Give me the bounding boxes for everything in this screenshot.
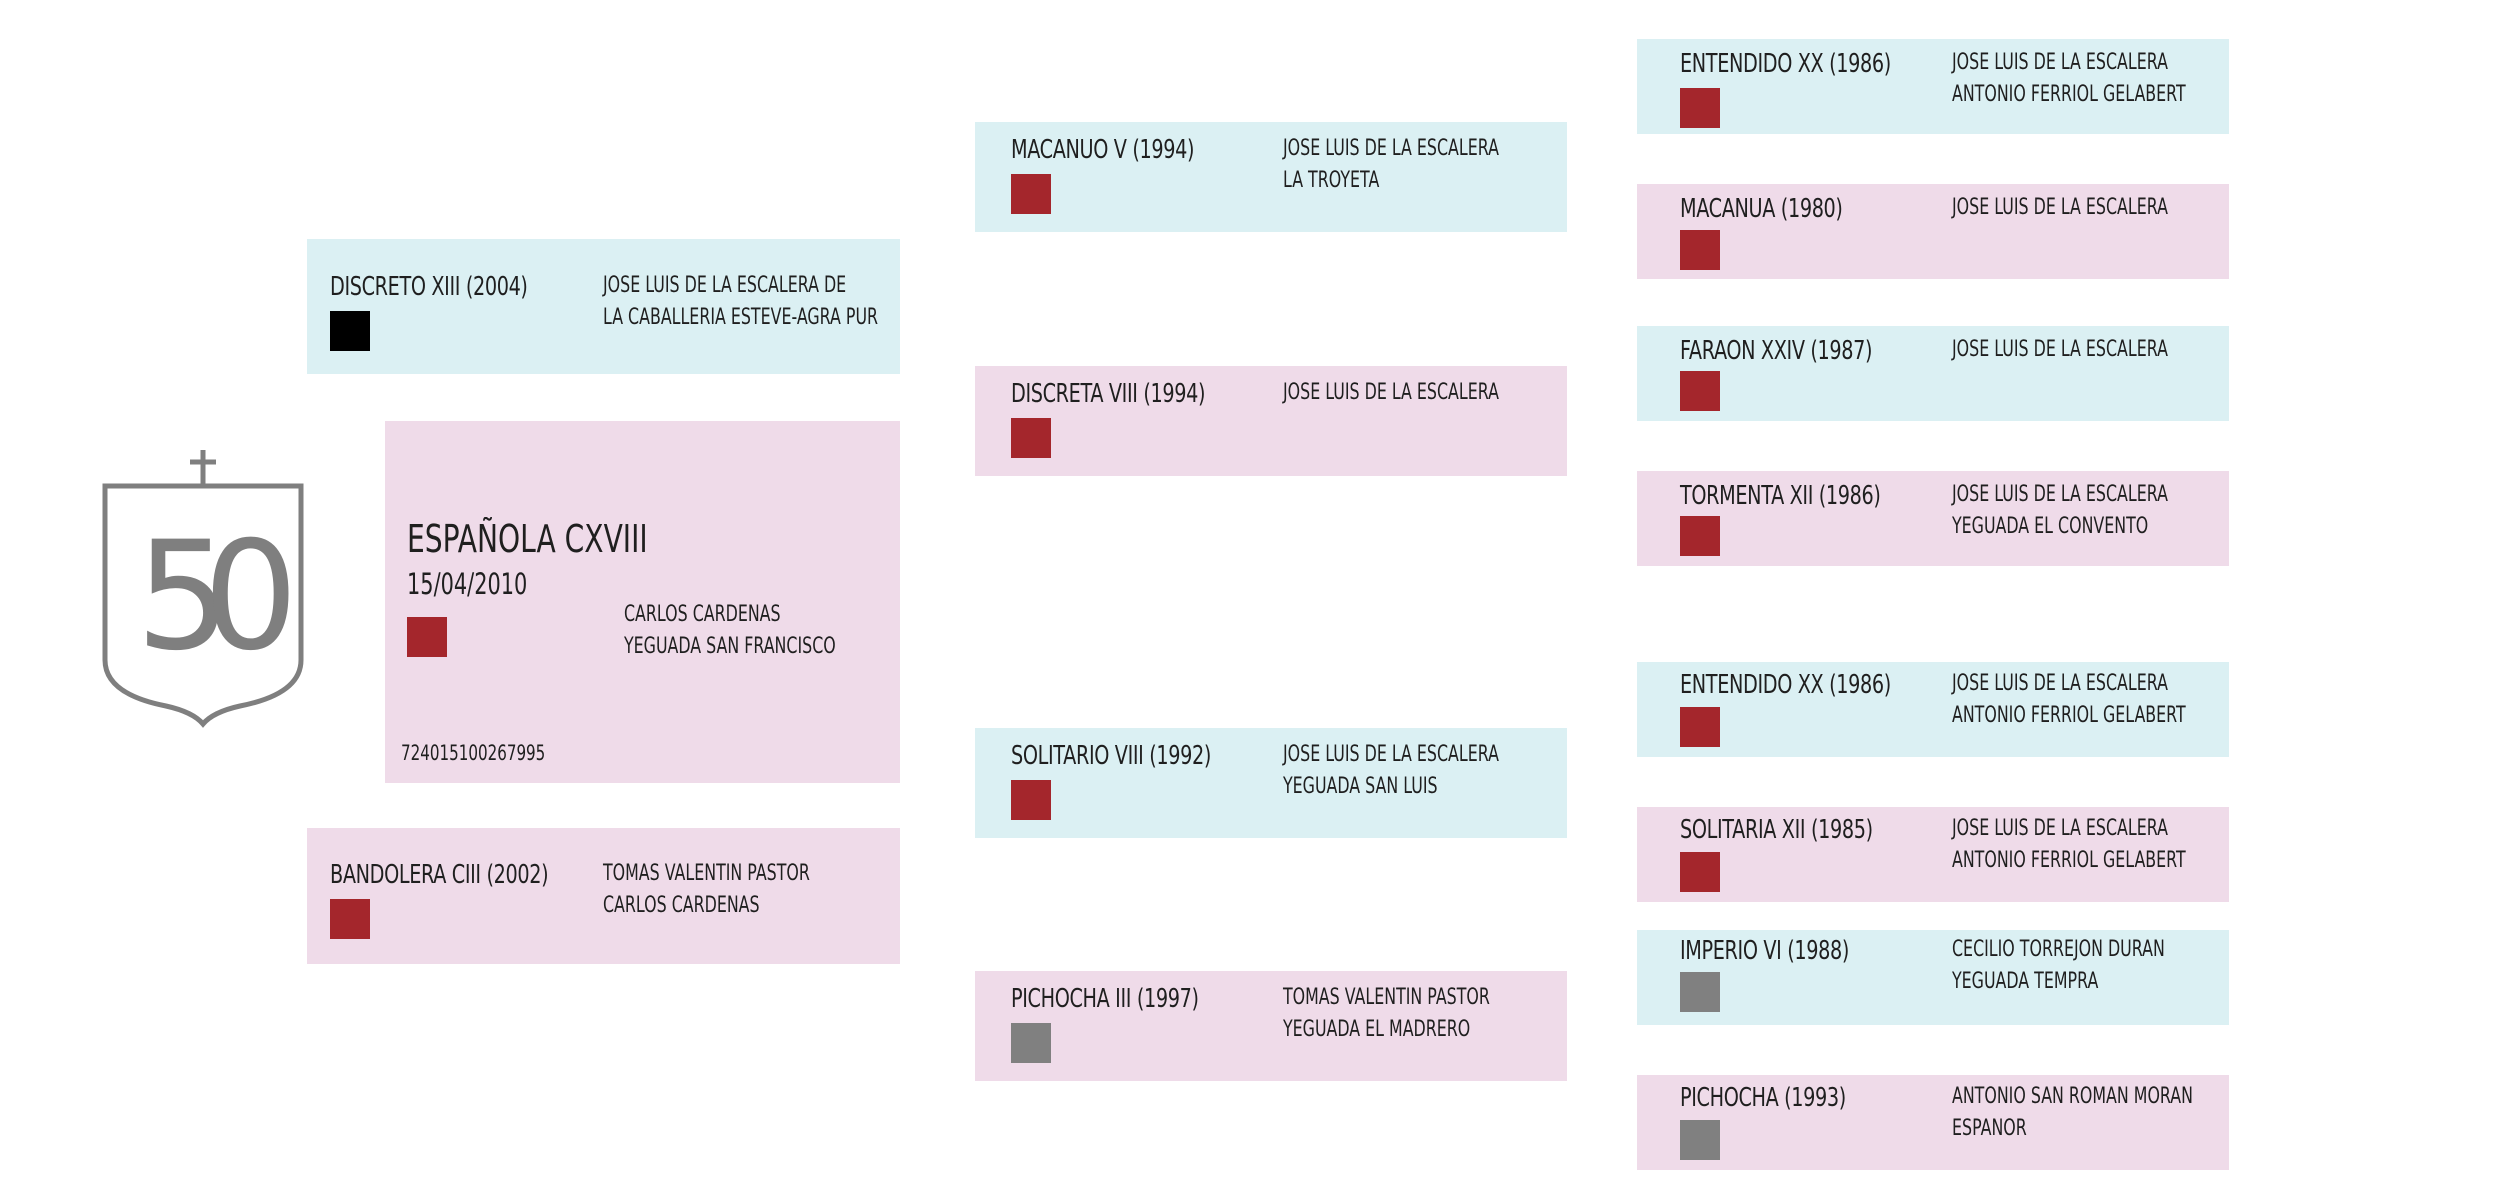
owner-line: CARLOS CARDENAS — [624, 602, 781, 627]
owners: TOMAS VALENTIN PASTOR CARLOS CARDENAS — [603, 858, 810, 922]
owners: JOSE LUIS DE LA ESCALERA ANTONIO FERRIOL… — [1952, 668, 2186, 732]
great-grandparent-card[interactable]: PICHOCHA (1993) ANTONIO SAN ROMAN MORAN … — [1637, 1075, 2229, 1170]
coat-color-swatch — [1680, 88, 1720, 128]
coat-color-swatch — [1680, 230, 1720, 270]
owner-line: LA CABALLERIA ESTEVE-AGRA PUR — [603, 305, 879, 330]
coat-color-swatch — [1011, 174, 1051, 214]
owner-line: JOSE LUIS DE LA ESCALERA — [1283, 136, 1499, 161]
logo-text: 50 — [136, 510, 289, 684]
coat-color-swatch — [1680, 516, 1720, 556]
coat-color-swatch — [1680, 852, 1720, 892]
owners: JOSE LUIS DE LA ESCALERA — [1283, 377, 1499, 409]
owners: JOSE LUIS DE LA ESCALERA LA TROYETA — [1283, 133, 1499, 197]
granddam-paternal-card[interactable]: DISCRETA VIII (1994) JOSE LUIS DE LA ESC… — [975, 366, 1567, 476]
horse-name: FARAON XXIV (1987) — [1680, 336, 1873, 366]
coat-color-swatch — [1011, 418, 1051, 458]
coat-color-swatch — [407, 617, 447, 657]
owner-line: LA TROYETA — [1283, 168, 1380, 193]
horse-name: PICHOCHA (1993) — [1680, 1083, 1846, 1113]
great-grandparent-card[interactable]: ENTENDIDO XX (1986) JOSE LUIS DE LA ESCA… — [1637, 662, 2229, 757]
owner-line: YEGUADA SAN LUIS — [1283, 774, 1438, 799]
owner-line: JOSE LUIS DE LA ESCALERA — [1283, 742, 1499, 767]
owner-line: JOSE LUIS DE LA ESCALERA — [1952, 671, 2168, 696]
horse-name: SOLITARIA XII (1985) — [1680, 815, 1873, 845]
horse-name: ENTENDIDO XX (1986) — [1680, 49, 1891, 79]
horse-name: MACANUO V (1994) — [1011, 135, 1195, 165]
horse-name: ENTENDIDO XX (1986) — [1680, 670, 1891, 700]
horse-name: MACANUA (1980) — [1680, 194, 1843, 224]
owner-line: JOSE LUIS DE LA ESCALERA — [1952, 816, 2168, 841]
great-grandparent-card[interactable]: TORMENTA XII (1986) JOSE LUIS DE LA ESCA… — [1637, 471, 2229, 566]
coat-color-swatch — [1680, 972, 1720, 1012]
owner-line: ANTONIO SAN ROMAN MORAN — [1952, 1084, 2193, 1109]
owner-line: JOSE LUIS DE LA ESCALERA — [1952, 337, 2168, 362]
owner-line: ANTONIO FERRIOL GELABERT — [1952, 848, 2186, 873]
owner-line: YEGUADA EL MADRERO — [1283, 1017, 1471, 1042]
owners: TOMAS VALENTIN PASTOR YEGUADA EL MADRERO — [1283, 982, 1490, 1046]
great-grandparent-card[interactable]: MACANUA (1980) JOSE LUIS DE LA ESCALERA — [1637, 184, 2229, 279]
owner-line: ESPANOR — [1952, 1116, 2027, 1141]
great-grandparent-card[interactable]: IMPERIO VI (1988) CECILIO TORREJON DURAN… — [1637, 930, 2229, 1025]
horse-name: DISCRETA VIII (1994) — [1011, 379, 1206, 409]
owner-line: YEGUADA EL CONVENTO — [1952, 514, 2149, 539]
owner-line: TOMAS VALENTIN PASTOR — [1283, 985, 1490, 1010]
owner-line: CARLOS CARDENAS — [603, 893, 760, 918]
owner-line: JOSE LUIS DE LA ESCALERA — [1283, 380, 1499, 405]
subject-name: ESPAÑOLA CXVIII — [407, 517, 648, 561]
shield-50-logo-icon: 50 — [100, 448, 317, 730]
coat-color-swatch — [1680, 707, 1720, 747]
owners: CECILIO TORREJON DURAN YEGUADA TEMPRA — [1952, 934, 2165, 998]
owners: JOSE LUIS DE LA ESCALERA ANTONIO FERRIOL… — [1952, 47, 2186, 111]
microchip-number: 724015100267995 — [401, 741, 546, 765]
owners: ANTONIO SAN ROMAN MORAN ESPANOR — [1952, 1081, 2193, 1145]
great-grandparent-card[interactable]: FARAON XXIV (1987) JOSE LUIS DE LA ESCAL… — [1637, 326, 2229, 421]
coat-color-swatch — [1011, 780, 1051, 820]
owner-line: ANTONIO FERRIOL GELABERT — [1952, 703, 2186, 728]
horse-name: TORMENTA XII (1986) — [1680, 481, 1881, 511]
dam-card[interactable]: BANDOLERA CIII (2002) TOMAS VALENTIN PAS… — [307, 828, 900, 964]
owners: JOSE LUIS DE LA ESCALERA — [1952, 334, 2168, 366]
subject-birth-date: 15/04/2010 — [407, 567, 528, 601]
coat-color-swatch — [330, 311, 370, 351]
owners: JOSE LUIS DE LA ESCALERA — [1952, 192, 2168, 224]
coat-color-swatch — [1680, 371, 1720, 411]
subject-owners: CARLOS CARDENAS YEGUADA SAN FRANCISCO — [624, 599, 836, 663]
horse-name: PICHOCHA III (1997) — [1011, 984, 1199, 1014]
owner-line: TOMAS VALENTIN PASTOR — [603, 861, 810, 886]
owner-line: JOSE LUIS DE LA ESCALERA — [1952, 195, 2168, 220]
owner-line: JOSE LUIS DE LA ESCALERA — [1952, 50, 2168, 75]
sire-card[interactable]: DISCRETO XIII (2004) JOSE LUIS DE LA ESC… — [307, 239, 900, 374]
subject-card[interactable]: ESPAÑOLA CXVIII 15/04/2010 CARLOS CARDEN… — [385, 421, 900, 783]
owner-line: JOSE LUIS DE LA ESCALERA — [1952, 482, 2168, 507]
owners: JOSE LUIS DE LA ESCALERA ANTONIO FERRIOL… — [1952, 813, 2186, 877]
owner-line: ANTONIO FERRIOL GELABERT — [1952, 82, 2186, 107]
horse-name: SOLITARIO VIII (1992) — [1011, 741, 1211, 771]
great-grandparent-card[interactable]: SOLITARIA XII (1985) JOSE LUIS DE LA ESC… — [1637, 807, 2229, 902]
owner-line: YEGUADA TEMPRA — [1952, 969, 2099, 994]
owners: JOSE LUIS DE LA ESCALERA YEGUADA SAN LUI… — [1283, 739, 1499, 803]
great-grandparent-card[interactable]: ENTENDIDO XX (1986) JOSE LUIS DE LA ESCA… — [1637, 39, 2229, 134]
horse-name: DISCRETO XIII (2004) — [330, 272, 528, 302]
coat-color-swatch — [1680, 1120, 1720, 1160]
granddam-maternal-card[interactable]: PICHOCHA III (1997) TOMAS VALENTIN PASTO… — [975, 971, 1567, 1081]
owner-line: YEGUADA SAN FRANCISCO — [624, 634, 836, 659]
horse-name: BANDOLERA CIII (2002) — [330, 860, 549, 890]
grandsire-maternal-card[interactable]: SOLITARIO VIII (1992) JOSE LUIS DE LA ES… — [975, 728, 1567, 838]
coat-color-swatch — [330, 899, 370, 939]
owner-line: CECILIO TORREJON DURAN — [1952, 937, 2165, 962]
owners: JOSE LUIS DE LA ESCALERA DE LA CABALLERI… — [603, 270, 878, 334]
grandsire-paternal-card[interactable]: MACANUO V (1994) JOSE LUIS DE LA ESCALER… — [975, 122, 1567, 232]
coat-color-swatch — [1011, 1023, 1051, 1063]
owner-line: JOSE LUIS DE LA ESCALERA DE — [603, 273, 847, 298]
owners: JOSE LUIS DE LA ESCALERA YEGUADA EL CONV… — [1952, 479, 2168, 543]
horse-name: IMPERIO VI (1988) — [1680, 936, 1849, 966]
